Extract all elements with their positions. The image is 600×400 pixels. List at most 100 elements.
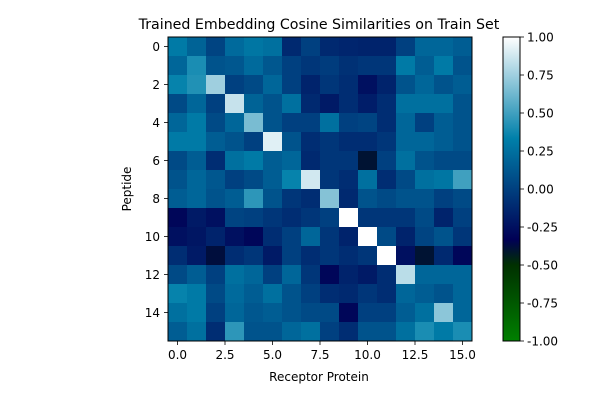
x-tick-label: 0.0 [168,348,187,362]
heatmap-cell [225,189,245,209]
heatmap-cell [244,265,264,285]
heatmap-cell [244,303,264,323]
heatmap-cell [168,94,188,114]
heatmap-cell [377,75,397,95]
heatmap-cell [415,113,435,133]
heatmap-cell [206,265,226,285]
colorbar-tick-label: -0.75 [527,296,558,310]
heatmap-cell [187,75,207,95]
heatmap-cell [415,189,435,209]
heatmap-cell [453,56,473,76]
y-tick-label: 12 [145,268,160,282]
heatmap-cell [187,284,207,304]
colorbar-tick-label: -0.50 [527,258,558,272]
heatmap-cell [339,208,359,228]
heatmap-cell [434,151,454,171]
heatmap-cell [244,246,264,266]
heatmap-cell [301,113,321,133]
heatmap-cell [320,303,340,323]
heatmap-cell [320,132,340,152]
heatmap-cell [339,227,359,247]
heatmap-cell [225,208,245,228]
heatmap-cell [358,151,378,171]
heatmap-cell [263,227,283,247]
heatmap-cell [168,227,188,247]
heatmap-cell [301,132,321,152]
heatmap-cell [377,246,397,266]
x-tick-label: 5.0 [263,348,282,362]
y-tick-label: 6 [152,154,160,168]
heatmap-cell [377,37,397,57]
y-tick-label: 10 [145,230,160,244]
heatmap-cell [225,151,245,171]
heatmap-cell [396,37,416,57]
heatmap-cell [301,227,321,247]
heatmap-cell [282,113,302,133]
heatmap-cell [168,284,188,304]
heatmap-cell [301,189,321,209]
heatmap-cell [225,265,245,285]
heatmap-cell [339,113,359,133]
heatmap-cell [415,170,435,190]
heatmap-cell [434,56,454,76]
heatmap-cell [377,56,397,76]
heatmap-cell [206,284,226,304]
heatmap-cell [453,303,473,323]
x-tick-label: 2.5 [215,348,234,362]
heatmap-cell [282,170,302,190]
heatmap-cells [168,37,473,342]
heatmap-cell [415,75,435,95]
heatmap-cell [415,151,435,171]
heatmap-cell [225,37,245,57]
x-tick-label: 7.5 [310,348,329,362]
heatmap-cell [358,37,378,57]
heatmap-cell [453,227,473,247]
heatmap-cell [396,208,416,228]
heatmap-cell [453,94,473,114]
heatmap-cell [168,208,188,228]
heatmap-cell [244,56,264,76]
heatmap-cell [168,56,188,76]
heatmap-cell [358,322,378,342]
heatmap-cell [320,246,340,266]
heatmap-cell [415,246,435,266]
heatmap-cell [301,265,321,285]
heatmap-cell [187,56,207,76]
colorbar-ticks: 1.00 0.75 0.50 0.25 0.00 -0.25 -0.50 -0.75 -1.00 [520,30,558,348]
heatmap-cell [396,322,416,342]
heatmap-cell [453,322,473,342]
heatmap-cell [301,246,321,266]
heatmap-cell [187,170,207,190]
heatmap-cell [206,113,226,133]
heatmap-cell [339,303,359,323]
heatmap-cell [358,246,378,266]
heatmap-cell [453,132,473,152]
heatmap-cell [301,170,321,190]
heatmap-cell [415,303,435,323]
heatmap-cell [320,322,340,342]
heatmap-cell [396,227,416,247]
heatmap-cell [168,37,188,57]
heatmap-cell [168,132,188,152]
heatmap-cell [244,94,264,114]
chart-title: Trained Embedding Cosine Similarities on… [138,17,500,33]
heatmap-cell [187,246,207,266]
heatmap-cell [377,94,397,114]
heatmap-cell [187,94,207,114]
heatmap-cell [377,322,397,342]
x-axis-label: Receptor Protein [269,370,369,384]
heatmap-cell [263,37,283,57]
heatmap-cell [434,170,454,190]
heatmap-cell [396,75,416,95]
heatmap-cell [301,303,321,323]
heatmap-cell [453,189,473,209]
heatmap-cell [168,265,188,285]
heatmap-cell [339,75,359,95]
heatmap-cell [396,132,416,152]
heatmap-cell [187,322,207,342]
heatmap-cell [263,75,283,95]
heatmap-cell [396,284,416,304]
heatmap-cell [206,322,226,342]
heatmap-cell [168,303,188,323]
heatmap-cell [396,170,416,190]
